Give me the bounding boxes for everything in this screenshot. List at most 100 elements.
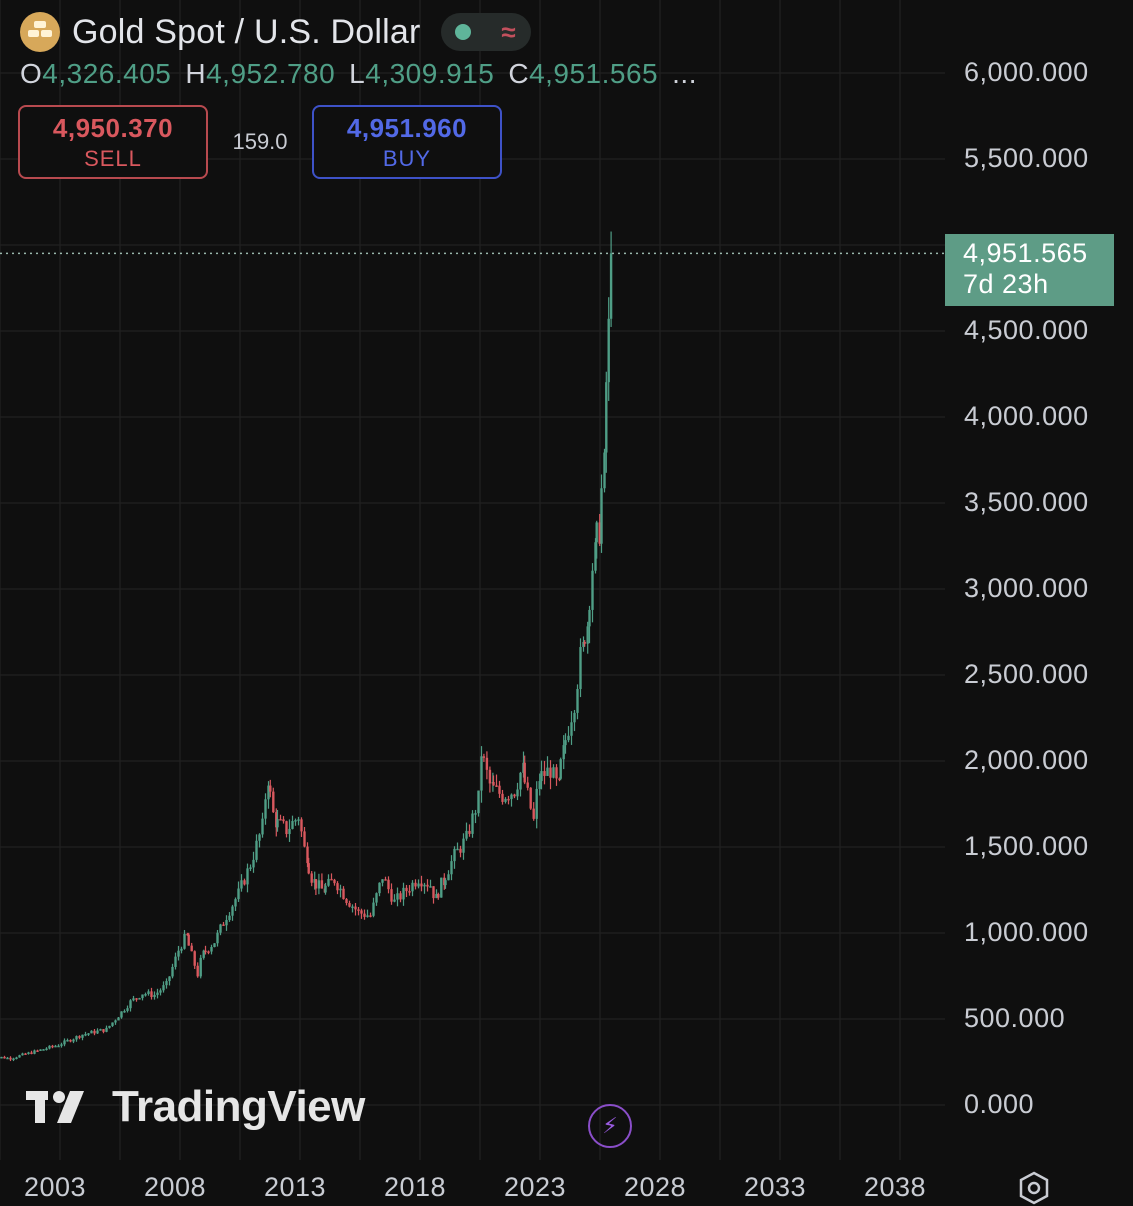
candle-body [529, 787, 532, 809]
buy-button[interactable]: 4,951.960 BUY [312, 105, 502, 179]
sell-button[interactable]: 4,950.370 SELL [18, 105, 208, 179]
candle-body [294, 820, 297, 822]
y-tick-label: 2,500.000 [964, 659, 1089, 689]
candle-body [199, 957, 202, 977]
candle-body [177, 950, 180, 957]
y-tick-label: 3,500.000 [964, 487, 1089, 517]
candle-body [279, 819, 282, 821]
candle-body [498, 785, 501, 794]
settings-gear-icon[interactable] [1016, 1170, 1052, 1206]
candle-body [462, 838, 465, 853]
candle-body [276, 819, 279, 828]
candle-body [87, 1033, 90, 1035]
candle-body [485, 757, 489, 770]
market-status-pill[interactable]: ≈ [440, 13, 531, 51]
candle-body [0, 1056, 3, 1059]
candle-body [595, 522, 598, 543]
candle-body [108, 1025, 111, 1028]
candle-body [234, 899, 237, 907]
candle-body [96, 1030, 99, 1034]
candle-body [482, 756, 486, 758]
candle-body [288, 828, 291, 835]
candle-body [117, 1017, 120, 1021]
candle-body [60, 1044, 63, 1046]
ohlc-more-button[interactable]: ... [672, 58, 697, 89]
candle-body [93, 1030, 96, 1034]
candle-body [81, 1034, 84, 1038]
candle-body [519, 772, 522, 790]
candle-body [586, 626, 589, 644]
candle-body [552, 767, 555, 778]
candle-body [291, 820, 294, 829]
candle-body [549, 767, 552, 778]
candle-body [348, 903, 351, 907]
lightning-icon[interactable]: ⚡ [588, 1104, 632, 1148]
candle-body [488, 769, 492, 784]
candle-body [405, 887, 408, 892]
y-tick-label: 5,500.000 [964, 143, 1089, 173]
candle-body [330, 878, 333, 881]
candle-body [411, 882, 414, 892]
candle-body [90, 1030, 93, 1034]
candle-body [196, 965, 199, 977]
candle-body [600, 488, 603, 544]
candle-body [307, 863, 310, 874]
candle-body [336, 883, 339, 891]
candle-body [357, 909, 360, 911]
candle-body [54, 1045, 57, 1048]
tradingview-mark-icon [26, 1091, 84, 1123]
candle-body [399, 893, 402, 900]
candle-body [202, 950, 205, 958]
data-delay-wave-icon: ≈ [501, 16, 516, 47]
candle-body [538, 781, 541, 789]
candle-body [114, 1020, 117, 1023]
candle-body [471, 813, 474, 834]
spread-value: 159.0 [232, 129, 288, 154]
candle-body [193, 951, 196, 966]
candle-body [45, 1048, 48, 1051]
candle-body [21, 1053, 24, 1056]
gold-bars-icon[interactable] [20, 12, 60, 52]
candle-body [583, 641, 586, 644]
candle-body [526, 782, 529, 788]
candle-body [435, 894, 438, 899]
candle-body [333, 879, 336, 884]
candle-body [440, 877, 443, 898]
candle-body [75, 1036, 78, 1040]
candle-body [297, 819, 300, 821]
candle-body [540, 771, 543, 782]
candle-body [138, 998, 141, 1000]
candle-body [324, 885, 327, 893]
candle-body [396, 893, 399, 900]
candle-body [588, 609, 591, 627]
candle-body [153, 994, 156, 998]
candle-body [6, 1057, 9, 1060]
candle-body [33, 1050, 36, 1054]
candle-body [594, 542, 597, 571]
candle-body [562, 745, 565, 760]
candle-body [126, 1008, 129, 1011]
candlestick-series [0, 231, 613, 1062]
candle-body [69, 1039, 72, 1042]
candle-body [523, 762, 526, 783]
candle-body [66, 1039, 69, 1042]
candle-body [84, 1034, 87, 1036]
candle-body [48, 1045, 51, 1049]
candle-body [237, 888, 240, 900]
candle-body [510, 794, 513, 800]
ohlc-high-value: 4,952.780 [206, 58, 336, 89]
symbol-title[interactable]: Gold Spot / U.S. Dollar [72, 12, 421, 51]
candle-body [102, 1029, 105, 1032]
x-tick-label: 2018 [384, 1172, 447, 1202]
candle-body [111, 1022, 114, 1026]
ohlc-low-value: 4,309.915 [365, 58, 495, 89]
candle-body [57, 1045, 60, 1048]
candle-body [39, 1049, 42, 1051]
candle-body [36, 1050, 39, 1052]
candle-body [504, 798, 507, 802]
candle-body [393, 899, 396, 902]
market-open-dot-icon [455, 24, 472, 40]
tradingview-logo[interactable]: TradingView [26, 1082, 365, 1132]
candle-body [159, 990, 162, 993]
candle-body [387, 879, 390, 890]
